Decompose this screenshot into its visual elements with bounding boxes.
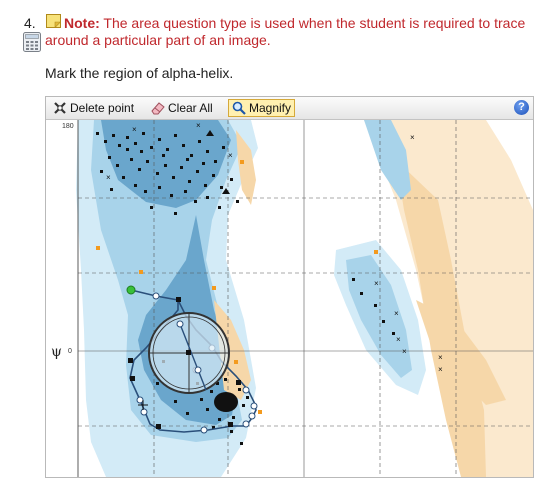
ramachandran-plot[interactable]: 180 0 ×× ×× × bbox=[46, 120, 533, 477]
psi-axis-label: ψ bbox=[51, 344, 62, 360]
magnifier-lens[interactable] bbox=[148, 312, 230, 394]
region-shading bbox=[76, 120, 533, 477]
svg-text:×: × bbox=[402, 347, 407, 356]
question-number: 4. bbox=[24, 15, 36, 31]
svg-text:×: × bbox=[438, 365, 443, 374]
svg-text:×: × bbox=[438, 353, 443, 362]
magnify-button[interactable]: Magnify bbox=[228, 99, 296, 117]
note-text: Note: The area question type is used whe… bbox=[45, 15, 550, 49]
crosshair-cursor-icon bbox=[138, 400, 148, 410]
calculator-icon[interactable] bbox=[22, 32, 42, 52]
delete-point-label: Delete point bbox=[70, 101, 135, 115]
delete-point-button[interactable]: Delete point bbox=[50, 99, 137, 117]
magnify-label: Magnify bbox=[249, 101, 292, 115]
eraser-icon bbox=[151, 102, 165, 115]
svg-text:×: × bbox=[132, 125, 137, 134]
clear-all-label: Clear All bbox=[168, 101, 213, 115]
widget-toolbar: Delete point Clear All Magnify ? bbox=[46, 97, 533, 120]
data-points: ×× ×× ×× ×× ×× × bbox=[96, 121, 443, 445]
clear-all-button[interactable]: Clear All bbox=[148, 99, 216, 117]
svg-text:×: × bbox=[394, 309, 399, 318]
svg-text:×: × bbox=[374, 279, 379, 288]
svg-text:×: × bbox=[228, 151, 233, 160]
svg-text:×: × bbox=[410, 133, 415, 142]
question-prompt: Mark the region of alpha-helix. bbox=[45, 65, 234, 81]
svg-text:×: × bbox=[396, 335, 401, 344]
delete-point-icon bbox=[54, 102, 66, 114]
orange-markers bbox=[96, 160, 378, 414]
plot-grid bbox=[77, 120, 533, 477]
area-question-widget: Delete point Clear All Magnify ? bbox=[45, 96, 534, 478]
svg-text:×: × bbox=[196, 121, 201, 130]
note-icon bbox=[46, 14, 61, 28]
svg-text:×: × bbox=[106, 173, 111, 182]
help-icon[interactable]: ? bbox=[514, 100, 529, 115]
magnify-icon bbox=[232, 101, 246, 115]
note-label: Note: bbox=[64, 15, 100, 31]
tick-label-180: 180 bbox=[62, 123, 74, 130]
note-body: The area question type is used when the … bbox=[45, 15, 526, 48]
tick-label-0: 0 bbox=[68, 348, 72, 355]
